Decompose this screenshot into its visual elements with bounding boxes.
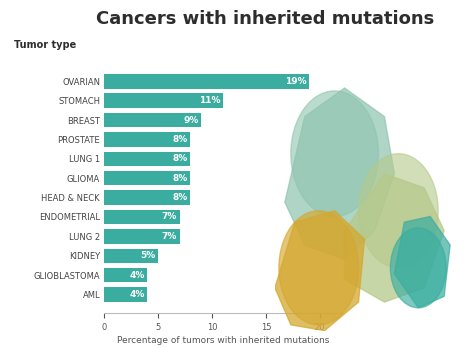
Text: 4%: 4% bbox=[129, 271, 145, 280]
Bar bbox=[104, 287, 147, 302]
Circle shape bbox=[391, 228, 446, 308]
Bar bbox=[104, 93, 223, 108]
Bar bbox=[104, 152, 191, 166]
Bar bbox=[104, 190, 191, 205]
Text: 9%: 9% bbox=[183, 116, 199, 125]
Circle shape bbox=[279, 211, 358, 325]
Polygon shape bbox=[345, 174, 444, 302]
Text: 11%: 11% bbox=[199, 96, 220, 105]
Text: 7%: 7% bbox=[162, 232, 177, 241]
X-axis label: Percentage of tumors with inherited mutations: Percentage of tumors with inherited muta… bbox=[117, 336, 329, 345]
Bar bbox=[104, 210, 180, 224]
Text: 19%: 19% bbox=[285, 77, 306, 86]
Bar bbox=[104, 74, 309, 89]
Bar bbox=[104, 248, 158, 263]
Bar bbox=[104, 268, 147, 283]
Polygon shape bbox=[275, 211, 365, 331]
Text: 8%: 8% bbox=[173, 135, 188, 144]
Bar bbox=[104, 113, 201, 127]
Bar bbox=[104, 132, 191, 147]
Circle shape bbox=[291, 91, 378, 216]
Polygon shape bbox=[285, 88, 394, 259]
Text: 4%: 4% bbox=[129, 290, 145, 299]
Text: 8%: 8% bbox=[173, 174, 188, 183]
Text: 5%: 5% bbox=[140, 251, 155, 260]
Text: 8%: 8% bbox=[173, 155, 188, 163]
Text: Cancers with inherited mutations: Cancers with inherited mutations bbox=[96, 10, 435, 29]
Polygon shape bbox=[394, 216, 450, 308]
Text: 8%: 8% bbox=[173, 193, 188, 202]
Bar bbox=[104, 171, 191, 185]
Circle shape bbox=[358, 154, 438, 268]
Text: 7%: 7% bbox=[162, 213, 177, 221]
Bar bbox=[104, 229, 180, 244]
Text: Tumor type: Tumor type bbox=[14, 40, 76, 50]
